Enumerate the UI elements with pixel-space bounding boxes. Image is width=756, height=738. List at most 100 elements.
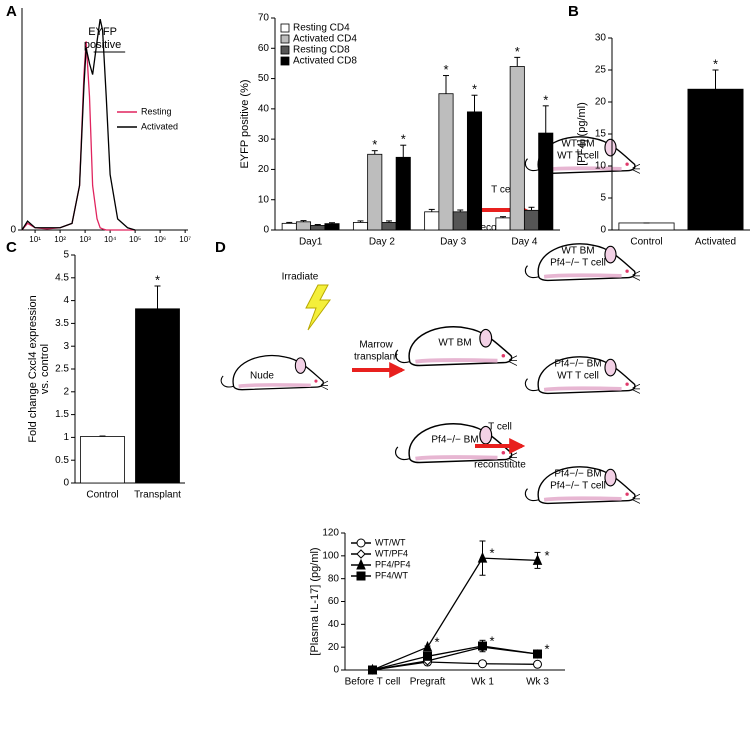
mouse-label: WT BM — [561, 139, 594, 150]
point — [532, 554, 543, 565]
x-tick-label: 10² — [54, 235, 66, 244]
x-tick-label: 10⁶ — [154, 235, 166, 244]
significance-marker: * — [472, 82, 477, 97]
legend-label: Resting — [141, 106, 172, 116]
bar — [295, 221, 312, 231]
y-tick-label: 80 — [328, 573, 340, 584]
diagram-label: Marrow — [359, 340, 393, 351]
mouse-label: WT T cell — [557, 151, 599, 162]
legend-swatch — [280, 23, 290, 33]
bar — [466, 111, 483, 231]
y-axis-label: [Plasma IL-17] (pg/ml) — [309, 547, 321, 655]
x-tick-label: 10¹ — [29, 235, 41, 244]
legend-label: Activated CD8 — [293, 56, 357, 67]
series-line — [21, 18, 136, 231]
x-tick-label: Before T cell — [345, 677, 401, 688]
point — [422, 640, 433, 652]
bar — [367, 153, 383, 231]
x-tick-label: Day1 — [299, 237, 323, 248]
panel-letter: C — [6, 239, 17, 256]
y-tick-label: 15 — [595, 129, 607, 140]
bar — [424, 211, 440, 231]
y-tick-label: 1.5 — [55, 409, 69, 420]
bar — [452, 211, 468, 231]
y-tick-label: 10 — [258, 194, 270, 205]
x-tick-label: 10⁵ — [129, 235, 141, 244]
y-tick-label: 60 — [258, 43, 270, 54]
significance-marker: * — [401, 132, 406, 147]
legend-swatch — [280, 45, 290, 55]
diagram-label: transplant — [354, 352, 398, 363]
significance-marker: * — [545, 641, 550, 656]
series-line — [372, 645, 538, 671]
series-line — [372, 557, 538, 671]
y-tick-label: 40 — [258, 103, 270, 114]
y-tick-label: 3 — [63, 341, 69, 352]
y-tick-label: 20 — [595, 97, 607, 108]
panel-letter: A — [6, 3, 17, 20]
legend-marker — [356, 571, 366, 581]
legend-swatch — [280, 56, 290, 66]
y-tick-label: 2.5 — [55, 364, 69, 375]
y-tick-label: 40 — [328, 619, 340, 630]
significance-marker: * — [490, 633, 495, 648]
x-tick-label: Control — [86, 490, 118, 501]
significance-marker: * — [713, 56, 718, 71]
bar — [281, 222, 297, 231]
y-tick-label: 5 — [63, 250, 69, 261]
mouse-label: Pf4−/− BM — [554, 359, 601, 370]
x-tick-label: Wk 1 — [471, 677, 494, 688]
point — [533, 659, 542, 669]
y-tick-label: 5 — [600, 193, 606, 204]
diagram-label: T cell — [491, 185, 515, 196]
lightning — [305, 284, 331, 331]
y-tick-label: 1 — [63, 432, 69, 443]
x-tick-label: Day 3 — [440, 237, 467, 248]
bar — [395, 156, 411, 231]
diagram-label: Irradiate — [282, 272, 319, 283]
y-axis-label: [PF4] (pg/ml) — [576, 102, 588, 166]
bar — [381, 222, 397, 231]
legend-label: PF4/PF4 — [375, 559, 411, 569]
panel-letter: B — [568, 3, 579, 20]
mouse-label: Pf4−/− T cell — [550, 481, 606, 492]
x-tick-label: 10³ — [79, 235, 91, 244]
bar — [438, 93, 454, 231]
x-tick-label: Pregraft — [410, 677, 446, 688]
y-tick-label: 0 — [10, 225, 16, 236]
mouse-label: Pf4−/− BM — [554, 469, 601, 480]
x-tick-label: Day 4 — [511, 237, 538, 248]
point — [368, 665, 377, 675]
y-tick-label: 4 — [63, 295, 69, 306]
y-tick-label: 60 — [328, 596, 340, 607]
bar — [618, 222, 675, 231]
bar — [352, 222, 369, 231]
point — [423, 651, 432, 661]
mouse — [219, 353, 328, 392]
point — [478, 659, 487, 669]
y-tick-label: 10 — [595, 161, 607, 172]
diagram-label: T cell — [488, 422, 512, 433]
x-tick-label: 10⁷ — [179, 235, 191, 244]
y-axis-label: EYFP positive (%) — [239, 79, 251, 168]
panel-letter: D — [215, 239, 226, 256]
significance-marker: * — [543, 92, 548, 107]
annotation: EYFP — [88, 26, 117, 38]
legend-marker — [356, 558, 366, 570]
x-tick-label: Day 2 — [369, 237, 396, 248]
y-axis-label: Fold change Cxcl4 expression — [27, 295, 39, 442]
series-line — [21, 41, 136, 231]
legend-marker — [356, 538, 366, 548]
bar — [324, 223, 340, 231]
y-tick-label: 30 — [595, 33, 607, 44]
significance-marker: * — [490, 546, 495, 561]
y-tick-label: 2 — [63, 386, 69, 397]
x-tick-label: Control — [630, 237, 662, 248]
bar — [509, 66, 525, 231]
legend-label: Activated CD4 — [293, 34, 357, 45]
significance-marker: * — [545, 548, 550, 563]
y-tick-label: 20 — [258, 164, 270, 175]
point — [477, 551, 488, 563]
y-tick-label: 70 — [258, 13, 270, 24]
